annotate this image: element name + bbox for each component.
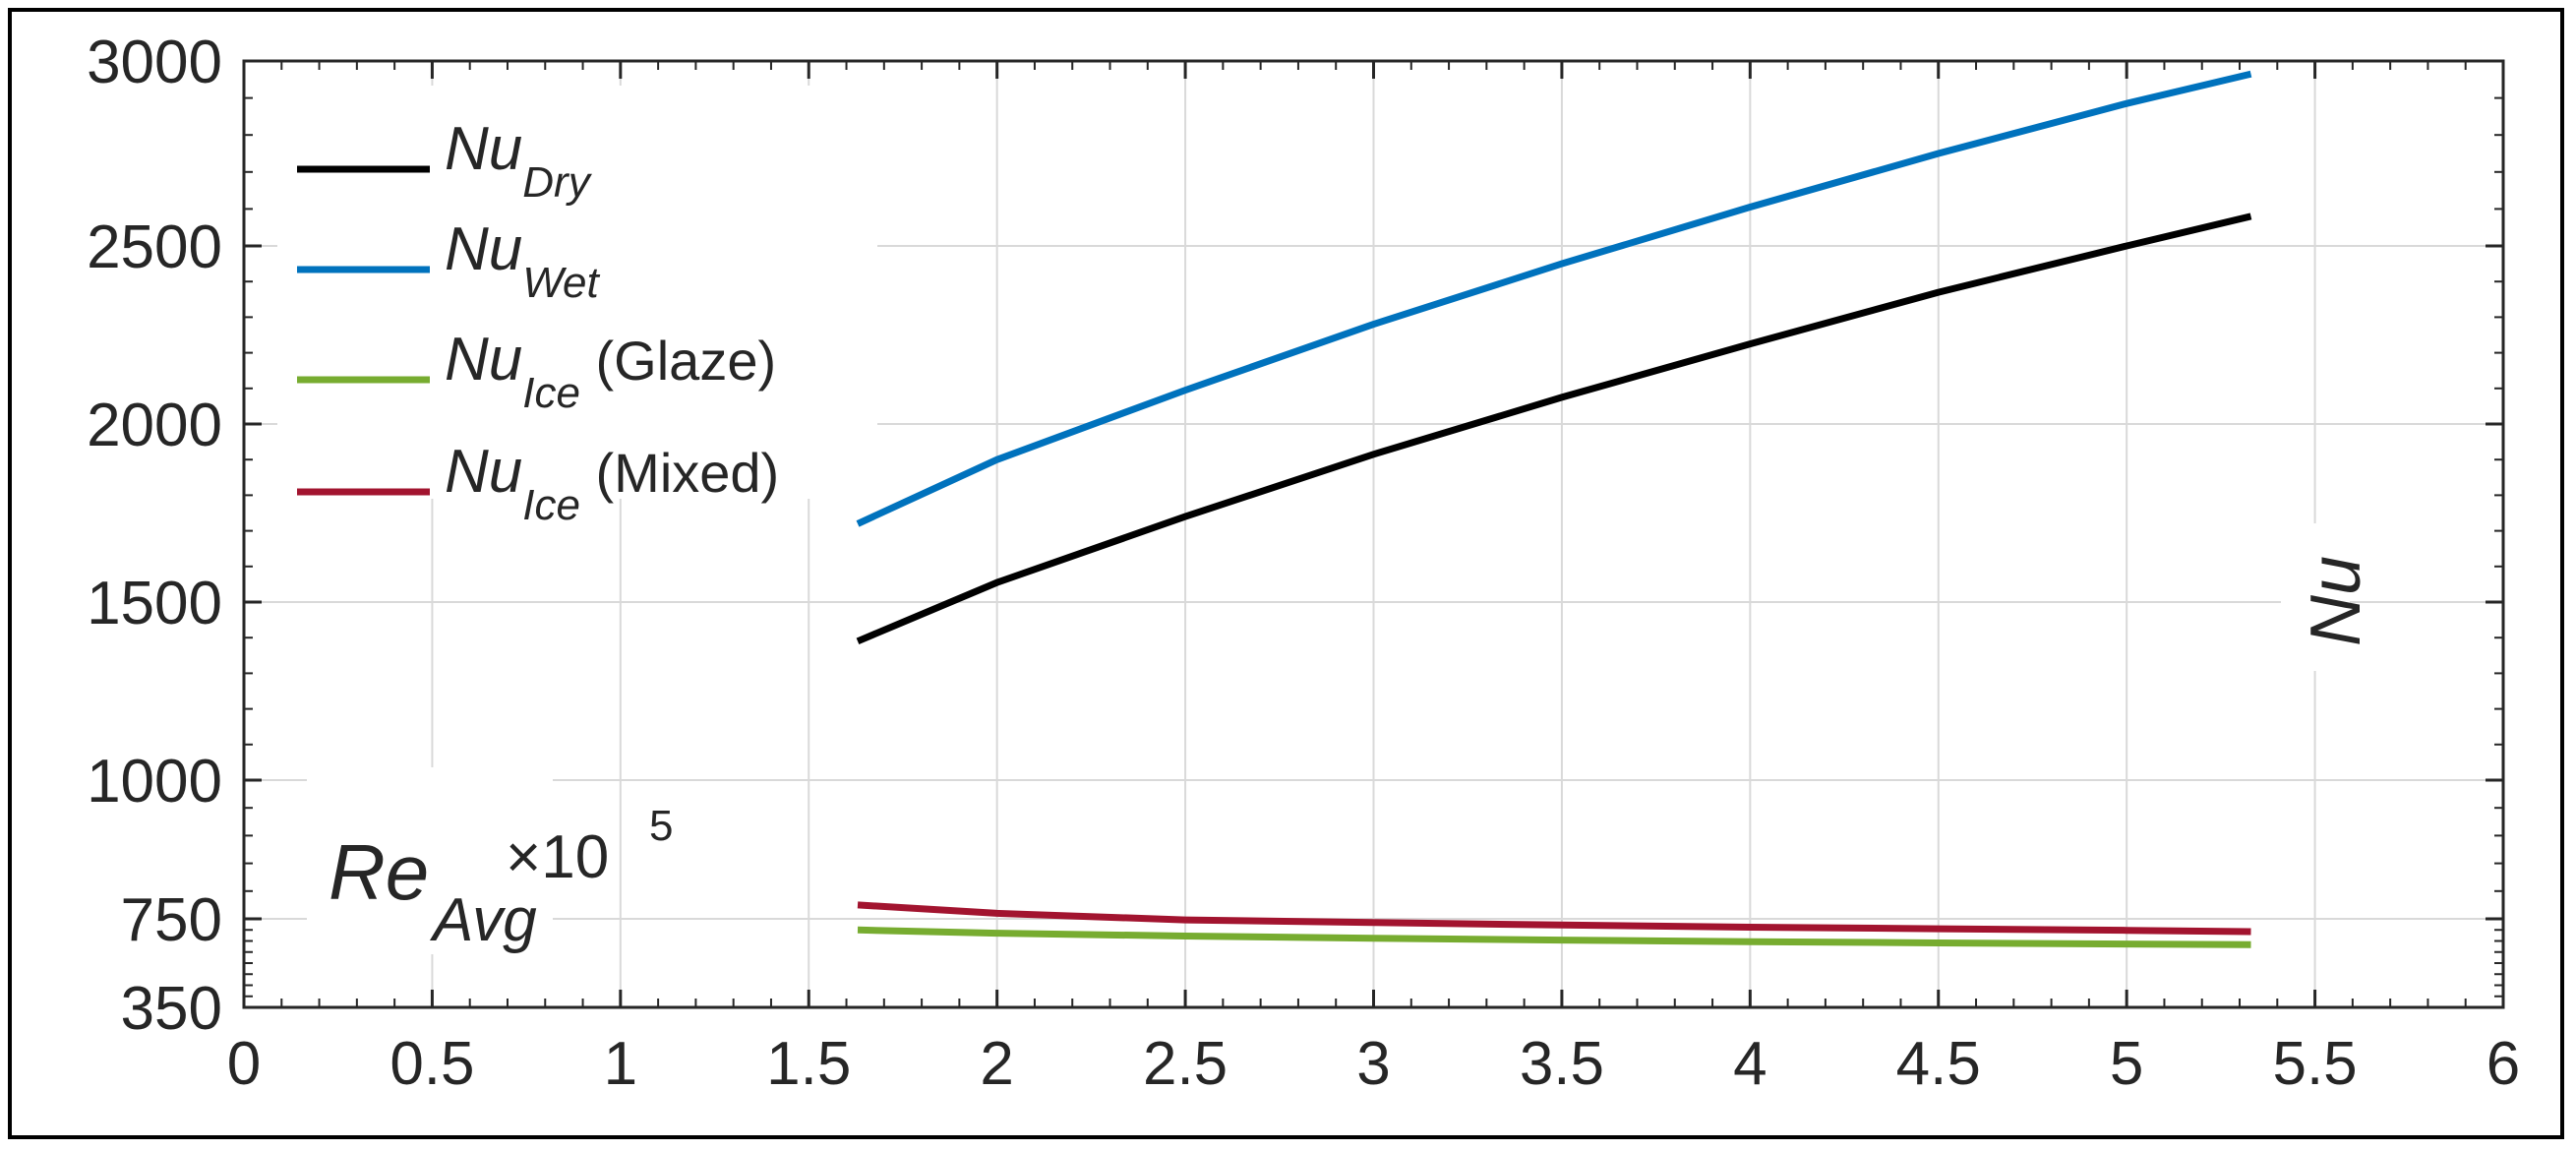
- legend-label-sub: Wet: [522, 259, 600, 307]
- y-tick-labels: 350 750 1000 1500 2000 2500 3000: [87, 29, 222, 1043]
- legend-label: NuIce (Glaze): [445, 326, 776, 417]
- x-axis-label-sub: Avg: [429, 886, 537, 954]
- legend-label: NuIce (Mixed): [445, 438, 779, 529]
- x-tick-label: 1.5: [766, 1030, 851, 1098]
- legend-entry: NuWet: [297, 215, 600, 307]
- legend-entry: NuIce (Mixed): [297, 438, 779, 529]
- x-tick-label: 0.5: [389, 1030, 474, 1098]
- x-tick-label: 5.5: [2272, 1030, 2357, 1098]
- legend-label: NuDry: [445, 115, 593, 207]
- x-axis-multiplier: ×10: [506, 823, 609, 891]
- x-tick-label: 0: [227, 1030, 261, 1098]
- x-tick-label: 4.5: [1896, 1030, 1981, 1098]
- series-line-dry: [856, 212, 2252, 645]
- y-tick-label: 2000: [87, 392, 222, 459]
- x-tick-label: 3: [1356, 1030, 1390, 1098]
- legend-label: NuWet: [445, 215, 600, 307]
- y-tick-label: 2500: [87, 213, 222, 281]
- x-axis-exponent: 5: [649, 802, 673, 850]
- legend-label-sub: Dry: [522, 158, 592, 207]
- legend-label-suffix: (Glaze): [580, 330, 776, 392]
- line-chart: 0 0.5 1 1.5 2 2.5 3 3.5 4 4.5 5 5.5 6 350 750 1000 1500…: [87, 29, 2520, 1098]
- y-tick-label: 750: [121, 886, 222, 954]
- legend-entry: NuDry: [297, 115, 593, 207]
- legend-label-main: Nu: [445, 438, 522, 506]
- y-tick-label: 350: [121, 975, 222, 1043]
- legend-label-sub: Ice: [522, 481, 580, 529]
- x-tick-label: 1: [604, 1030, 637, 1098]
- legend-label-main: Nu: [445, 326, 522, 394]
- legend-background: [277, 86, 877, 499]
- x-tick-label: 2.5: [1143, 1030, 1228, 1098]
- series-lines: [856, 70, 2252, 948]
- x-tick-label: 2: [980, 1030, 1013, 1098]
- legend-label-main: Nu: [445, 115, 522, 183]
- x-tick-label: 4: [1733, 1030, 1767, 1098]
- x-tick-labels: 0 0.5 1 1.5 2 2.5 3 3.5 4 4.5 5 5.5 6: [227, 1030, 2520, 1098]
- x-axis-label: Re Avg ×10 5: [307, 767, 673, 954]
- figure-frame: 0 0.5 1 1.5 2 2.5 3 3.5 4 4.5 5 5.5 6 350 750 1000 1500…: [8, 8, 2564, 1139]
- x-tick-label: 6: [2486, 1030, 2520, 1098]
- legend-label-main: Nu: [445, 215, 522, 283]
- y-tick-label: 3000: [87, 29, 222, 96]
- y-tick-label: 1500: [87, 570, 222, 637]
- legend-entry: NuIce (Glaze): [297, 326, 776, 417]
- x-tick-label: 3.5: [1520, 1030, 1604, 1098]
- x-axis-label-main: Re: [329, 828, 429, 916]
- y-axis-label: Nu: [2281, 523, 2375, 671]
- series-line-wet: [856, 70, 2252, 527]
- y-tick-label: 1000: [87, 748, 222, 816]
- x-tick-label: 5: [2110, 1030, 2143, 1098]
- legend-label-suffix: (Mixed): [580, 442, 779, 504]
- series-line-ice-glaze: [857, 926, 2251, 948]
- legend-label-sub: Ice: [522, 369, 580, 417]
- y-axis-label-text: Nu: [2297, 556, 2375, 646]
- series-line-ice-mixed: [857, 901, 2251, 936]
- axes-box: [242, 59, 2505, 1009]
